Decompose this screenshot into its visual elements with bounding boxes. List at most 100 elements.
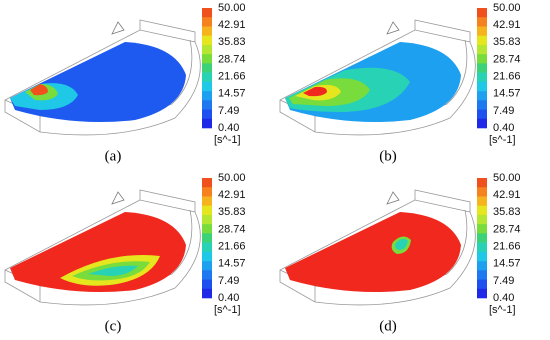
colorbar-tick-label: 50.00 <box>493 2 521 14</box>
colorbar-tick-label: 7.49 <box>218 275 239 287</box>
colorbar-band <box>202 187 212 197</box>
colorbar-unit: [s^-1] <box>214 134 241 146</box>
colorbar-band <box>477 54 487 64</box>
baffle <box>386 191 400 205</box>
colorbar-band <box>477 279 487 290</box>
geometry-outline <box>279 29 476 136</box>
colorbar-tick-label: 35.83 <box>218 206 246 218</box>
colorbar-band <box>202 242 212 253</box>
colorbar-band <box>477 187 487 197</box>
colorbar-tick-label: 0.40 <box>218 292 239 304</box>
colorbar-band <box>477 100 487 110</box>
colorbar-band <box>202 270 212 280</box>
colorbar-band <box>477 26 487 36</box>
colorbar-band <box>477 224 487 234</box>
panel-label: (a) <box>105 148 122 164</box>
colorbar-tick-label: 14.57 <box>493 88 521 100</box>
colorbar-band <box>477 91 487 101</box>
colorbar-band <box>202 63 212 73</box>
colorbar-band <box>477 8 487 18</box>
baffle <box>111 191 125 205</box>
colorbar-band <box>202 8 212 18</box>
colorbar-band <box>202 44 212 55</box>
colorbar-band <box>202 196 212 206</box>
baffle <box>111 21 125 35</box>
panel-label: (d) <box>379 318 397 334</box>
contour <box>285 212 461 293</box>
colorbar-band <box>477 205 487 216</box>
colorbar-tick-label: 50.00 <box>218 172 246 184</box>
colorbar-tick-label: 35.83 <box>493 36 521 48</box>
panel-label: (c) <box>105 318 122 334</box>
colorbar-band <box>202 288 212 299</box>
panel: 50.00 42.91 35.83 28.74 21.66 14.57 7.49 0.40[s… <box>4 2 246 164</box>
contour <box>303 86 327 97</box>
geometry-outline <box>279 199 476 306</box>
colorbar-band <box>202 224 212 234</box>
colorbar-band <box>477 81 487 92</box>
colorbar-band <box>202 205 212 216</box>
colorbar-tick-label: 42.91 <box>493 19 521 31</box>
colorbar-tick-label: 21.66 <box>493 240 521 252</box>
colorbar-tick-label: 50.00 <box>218 2 246 14</box>
colorbar-tick-label: 14.57 <box>218 88 246 100</box>
colorbar-tick-label: 50.00 <box>493 172 521 184</box>
contour <box>395 238 408 250</box>
colorbar-tick-label: 42.91 <box>218 189 246 201</box>
colorbar-band <box>477 261 487 271</box>
colorbar-band <box>202 35 212 46</box>
colorbar-band <box>202 261 212 271</box>
colorbar-tick-label: 28.74 <box>218 223 246 235</box>
colorbar-tick-label: 21.66 <box>493 70 521 82</box>
contour <box>10 42 186 123</box>
colorbar-band <box>477 251 487 262</box>
baffle <box>386 21 400 35</box>
colorbar-band <box>477 270 487 280</box>
colorbar-band <box>202 279 212 290</box>
colorbar-band <box>202 214 212 225</box>
colorbar-band <box>477 63 487 73</box>
colorbar-band <box>477 118 487 129</box>
colorbar-tick-label: 0.40 <box>218 122 239 134</box>
colorbar-band <box>477 17 487 27</box>
colorbar-band <box>477 288 487 299</box>
colorbar-band <box>477 196 487 206</box>
colorbar-unit: [s^-1] <box>489 304 516 316</box>
colorbar-band <box>477 109 487 120</box>
colorbar-tick-label: 28.74 <box>218 53 246 65</box>
colorbar-band <box>202 81 212 92</box>
colorbar-tick-label: 42.91 <box>218 19 246 31</box>
colorbar-tick-label: 35.83 <box>218 36 246 48</box>
colorbar-band <box>202 54 212 64</box>
colorbar-band <box>202 17 212 27</box>
colorbar-tick-label: 7.49 <box>493 105 514 117</box>
colorbar-band <box>202 178 212 188</box>
colorbar-band <box>477 242 487 253</box>
colorbar-band <box>477 72 487 83</box>
panel: 50.00 42.91 35.83 28.74 21.66 14.57 7.49 0.40[s… <box>279 2 521 164</box>
colorbar-band <box>202 109 212 120</box>
colorbar-band <box>477 178 487 188</box>
colorbar-tick-label: 42.91 <box>493 189 521 201</box>
contour <box>88 265 138 276</box>
geometry-outline <box>4 29 201 136</box>
colorbar-band <box>477 214 487 225</box>
colorbar-tick-label: 28.74 <box>493 53 521 65</box>
colorbar-unit: [s^-1] <box>214 304 241 316</box>
colorbar-tick-label: 14.57 <box>218 258 246 270</box>
contour <box>30 84 48 96</box>
colorbar-tick-label: 28.74 <box>493 223 521 235</box>
colorbar-band <box>477 44 487 55</box>
colorbar-tick-label: 21.66 <box>218 240 246 252</box>
colorbar-tick-label: 14.57 <box>493 258 521 270</box>
panel: 50.00 42.91 35.83 28.74 21.66 14.57 7.49 0.40[s… <box>4 172 246 334</box>
colorbar-tick-label: 21.66 <box>218 70 246 82</box>
colorbar-band <box>202 26 212 36</box>
colorbar-band <box>202 91 212 101</box>
colorbar-unit: [s^-1] <box>489 134 516 146</box>
colorbar-band <box>477 35 487 46</box>
colorbar-band <box>202 118 212 129</box>
colorbar-band <box>202 72 212 83</box>
colorbar-tick-label: 7.49 <box>493 275 514 287</box>
